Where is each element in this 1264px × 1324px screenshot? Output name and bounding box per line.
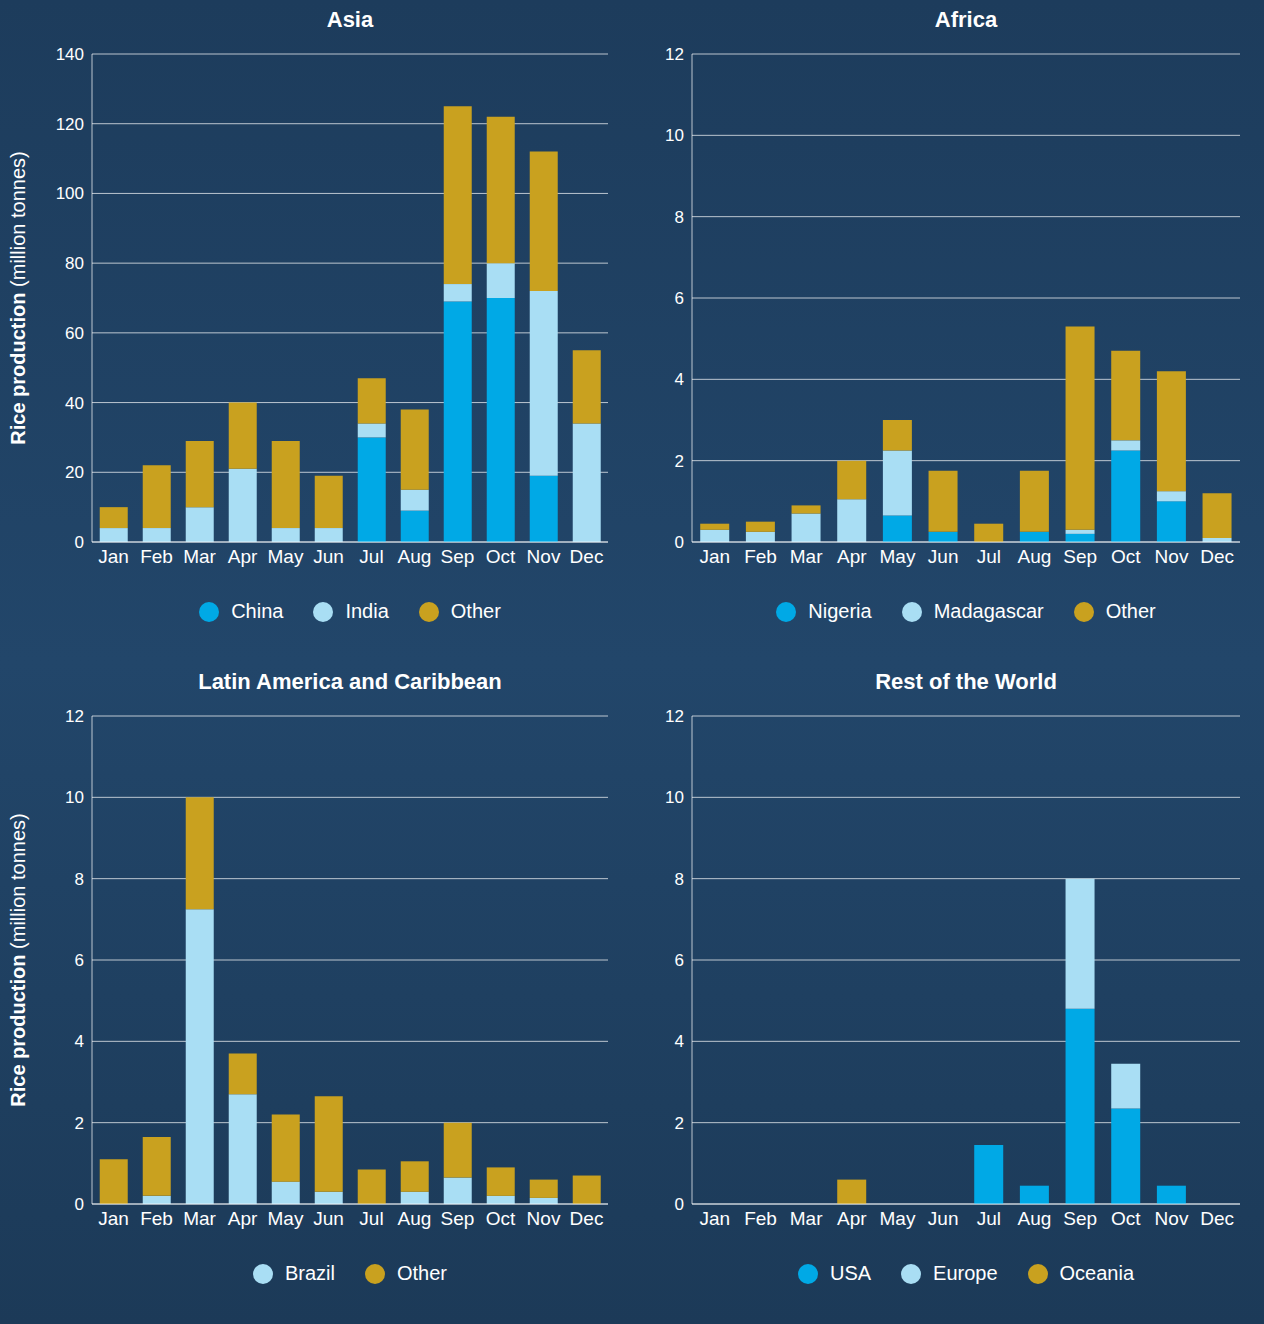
svg-text:May: May [268,546,304,567]
svg-text:12: 12 [65,707,84,726]
svg-text:20: 20 [65,463,84,482]
svg-text:Rice production (million tonne: Rice production (million tonnes) [7,151,29,444]
svg-text:Feb: Feb [744,546,777,567]
svg-text:Jun: Jun [928,1208,959,1229]
svg-text:0: 0 [675,1195,684,1214]
svg-text:Jul: Jul [977,546,1001,567]
svg-text:Apr: Apr [837,1208,867,1229]
svg-text:6: 6 [675,289,684,308]
html-text:Rest of the World: Rest of the World [875,669,1057,694]
svg-text:0: 0 [675,533,684,552]
svg-text:Jul: Jul [359,1208,383,1229]
svg-text:100: 100 [56,184,84,203]
svg-text:Feb: Feb [744,1208,777,1229]
html-text:Africa: Africa [934,7,998,32]
svg-text:0: 0 [75,1195,84,1214]
svg-text:Aug: Aug [1018,546,1052,567]
svg-text:Jun: Jun [313,546,344,567]
svg-text:4: 4 [675,370,684,389]
svg-text:May: May [268,1208,304,1229]
html-text:China: China [231,600,284,622]
html-text:Other: Other [1105,600,1156,622]
html-text:Nigeria: Nigeria [808,600,872,622]
svg-text:Jul: Jul [977,1208,1001,1229]
svg-text:Apr: Apr [228,546,258,567]
svg-text:Sep: Sep [1063,1208,1097,1229]
svg-text:Feb: Feb [140,546,173,567]
svg-text:Mar: Mar [183,1208,216,1229]
svg-text:4: 4 [675,1032,684,1051]
svg-text:10: 10 [65,788,84,807]
svg-text:Apr: Apr [837,546,867,567]
svg-text:2: 2 [675,452,684,471]
svg-text:Sep: Sep [441,1208,475,1229]
svg-text:8: 8 [675,870,684,889]
svg-text:6: 6 [75,951,84,970]
svg-text:Jan: Jan [98,546,129,567]
svg-text:0: 0 [75,533,84,552]
svg-text:Oct: Oct [486,546,516,567]
svg-text:Nov: Nov [1155,1208,1189,1229]
svg-text:Nov: Nov [1155,546,1189,567]
svg-text:8: 8 [75,870,84,889]
svg-text:10: 10 [665,126,684,145]
svg-text:Dec: Dec [570,1208,604,1229]
html-text:Brazil: Brazil [285,1262,335,1284]
svg-text:May: May [880,546,916,567]
svg-text:120: 120 [56,115,84,134]
html-text:Madagascar: Madagascar [933,600,1044,622]
svg-text:80: 80 [65,254,84,273]
svg-text:140: 140 [56,45,84,64]
html-text:Latin America and Caribbean: Latin America and Caribbean [198,669,502,694]
html-text:India: India [345,600,389,622]
html-text:Other: Other [397,1262,447,1284]
svg-text:Jul: Jul [359,546,383,567]
svg-text:Nov: Nov [527,546,561,567]
svg-text:Aug: Aug [398,1208,432,1229]
svg-text:Nov: Nov [527,1208,561,1229]
svg-text:2: 2 [75,1114,84,1133]
svg-text:Dec: Dec [570,546,604,567]
svg-text:4: 4 [75,1032,84,1051]
svg-text:Aug: Aug [398,546,432,567]
svg-text:6: 6 [675,951,684,970]
html-text:Asia: Asia [326,7,374,32]
html-text:USA: USA [829,1262,872,1284]
svg-text:8: 8 [675,208,684,227]
svg-text:Aug: Aug [1018,1208,1052,1229]
svg-text:Jun: Jun [313,1208,344,1229]
svg-text:Feb: Feb [140,1208,173,1229]
svg-text:Rice production (million tonne: Rice production (million tonnes) [7,813,29,1106]
svg-text:40: 40 [65,394,84,413]
svg-text:Mar: Mar [183,546,216,567]
svg-text:Jan: Jan [98,1208,129,1229]
html-text:Other: Other [450,600,501,622]
svg-text:12: 12 [665,707,684,726]
svg-text:Oct: Oct [1111,546,1141,567]
html-text:Europe: Europe [933,1262,998,1284]
svg-text:10: 10 [665,788,684,807]
svg-text:Oct: Oct [1111,1208,1141,1229]
svg-text:Oct: Oct [486,1208,516,1229]
svg-text:Sep: Sep [1063,546,1097,567]
svg-text:Dec: Dec [1200,1208,1234,1229]
svg-text:2: 2 [675,1114,684,1133]
svg-text:Jun: Jun [928,546,959,567]
svg-text:Jan: Jan [700,1208,731,1229]
svg-text:60: 60 [65,324,84,343]
svg-text:Sep: Sep [441,546,475,567]
svg-text:Jan: Jan [700,546,731,567]
svg-text:May: May [880,1208,916,1229]
svg-text:Mar: Mar [790,546,823,567]
svg-text:Apr: Apr [228,1208,258,1229]
svg-text:Dec: Dec [1200,546,1234,567]
svg-text:12: 12 [665,45,684,64]
html-text:Oceania: Oceania [1059,1262,1135,1284]
svg-text:Mar: Mar [790,1208,823,1229]
